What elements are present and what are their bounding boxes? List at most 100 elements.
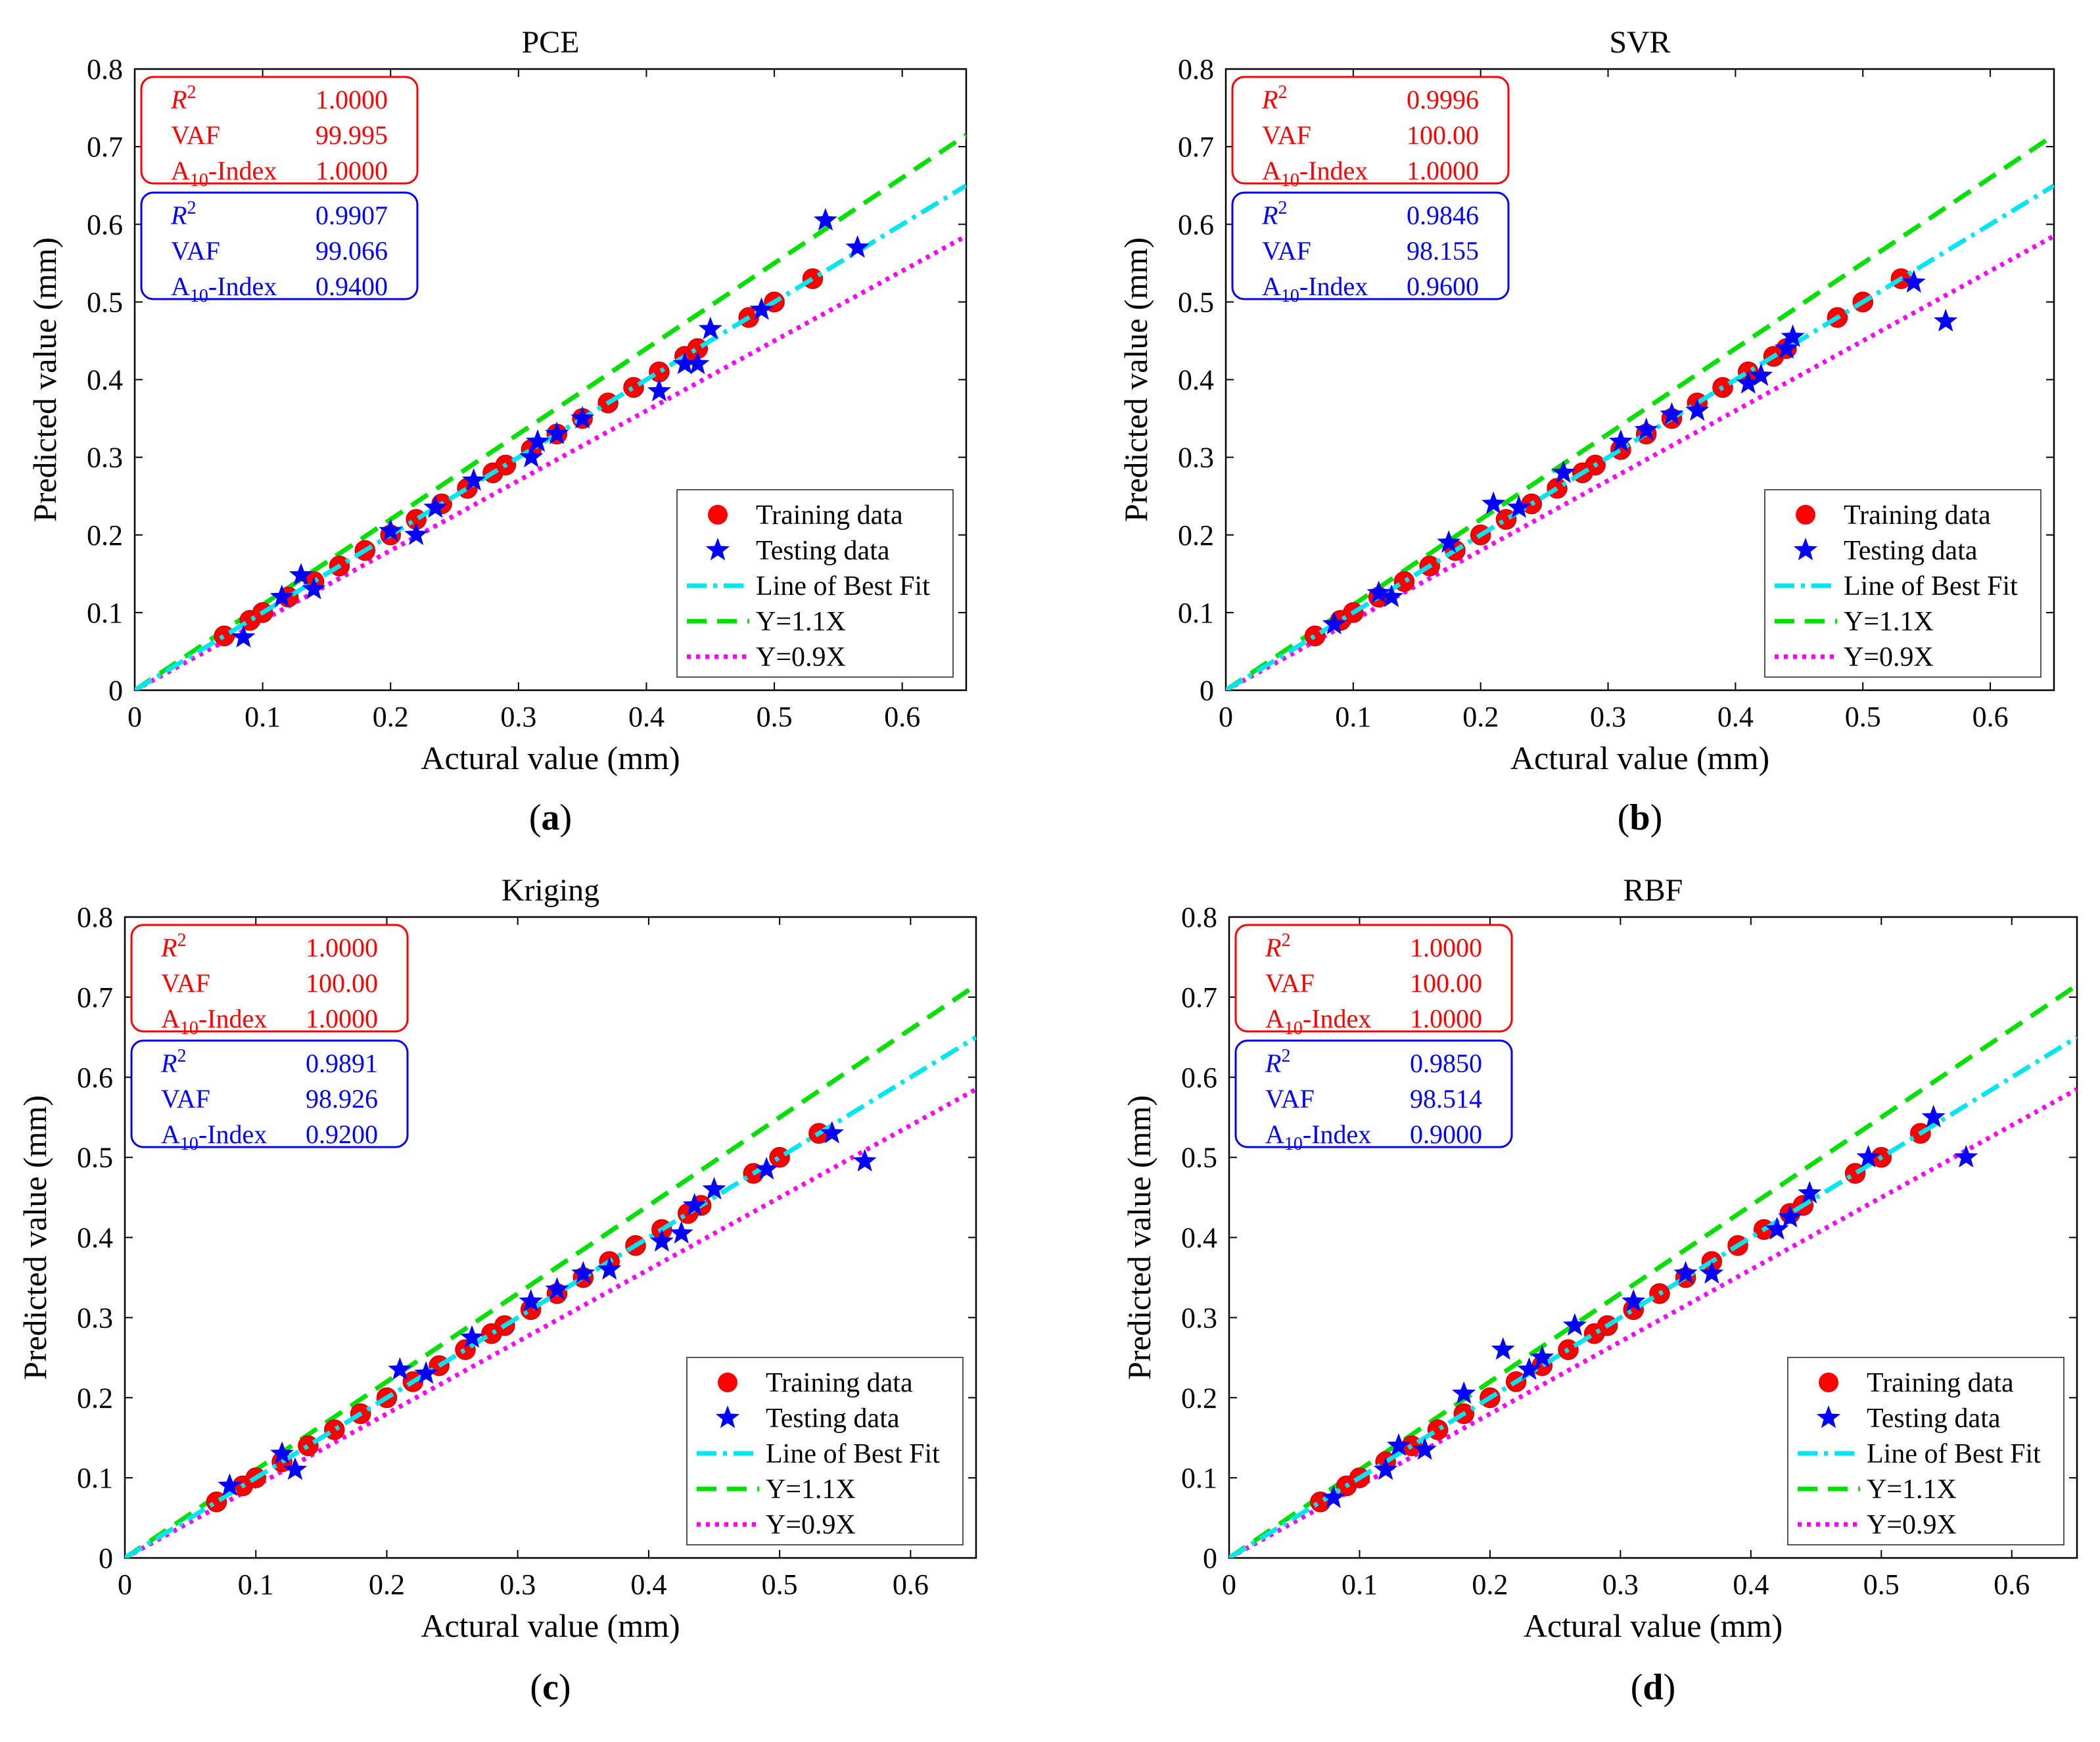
testing-point [813, 208, 837, 231]
stat-a10-label: A10-Index [161, 1004, 267, 1039]
x-tick-label: 0.4 [630, 1568, 666, 1601]
stat-a10-value: 1.0000 [1410, 1004, 1482, 1033]
testing-point [1517, 1357, 1541, 1380]
stat-vaf-value: 98.926 [306, 1084, 378, 1114]
a10-subscript: 10 [190, 286, 208, 306]
testing-point [519, 444, 544, 467]
stat-vaf-value: 100.00 [306, 968, 378, 998]
line-y-1.1x [1226, 133, 2054, 690]
testing-point [682, 1192, 707, 1216]
stat-r2-label: R2 [1265, 930, 1290, 962]
y-tick-label: 0.2 [1181, 1382, 1217, 1414]
x-tick-label: 0.6 [884, 701, 920, 733]
panel-d: RBF 0 0.1 0.2 0.3 0.4 0.5 0.6 0 0.1 0.2 0.3 0.4 0.5 0.… [1121, 873, 2078, 1708]
testing-point [231, 624, 256, 647]
stats-box-test: R2 0.9907 VAF 99.066 A10-Index 0.9400 [140, 191, 419, 306]
legend-testing-marker [1793, 538, 1818, 561]
x-tick-label: 0.5 [1863, 1568, 1900, 1601]
testing-point [749, 297, 774, 320]
y-tick-label: 0.2 [77, 1382, 113, 1414]
stat-vaf-value: 100.00 [1407, 120, 1479, 150]
legend-testing-marker [705, 538, 730, 561]
y-tick-label: 0.3 [1178, 442, 1214, 474]
stat-r2-value: 0.9846 [1407, 200, 1479, 230]
stat-vaf-value: 100.00 [1410, 968, 1482, 998]
testing-point [519, 1289, 543, 1312]
legend-lower-label: Y=0.9X [766, 1510, 856, 1540]
stat-vaf-value: 99.995 [315, 120, 388, 150]
stats-box-frame [1234, 1039, 1513, 1148]
y-tick-label: 0.2 [1178, 519, 1214, 552]
testing-point [270, 1441, 294, 1464]
a10-suffix: -Index [1303, 1004, 1371, 1033]
y-tick-label: 0.4 [1181, 1222, 1217, 1254]
r2-superscript: 2 [1278, 198, 1287, 218]
x-axis-label: Actural value (mm) [1524, 1607, 1783, 1644]
testing-point [289, 563, 314, 586]
testing-point [1379, 584, 1404, 607]
y-tick-label: 0.3 [77, 1302, 113, 1334]
x-tick-label: 0.4 [1733, 1568, 1769, 1601]
testing-point [1934, 308, 1958, 332]
x-tick-label: 0.2 [373, 701, 409, 733]
testing-point [649, 1229, 674, 1252]
chart-title: PCE [521, 25, 579, 60]
y-tick-label: 0.6 [1178, 208, 1214, 241]
stats-box-frame [140, 76, 419, 185]
a10-suffix: -Index [1303, 1119, 1371, 1149]
testing-points [1321, 1104, 1978, 1508]
y-tick-label: 0.8 [1181, 901, 1217, 933]
a10-letter: A [171, 156, 190, 185]
testing-point [545, 421, 569, 444]
testing-point [669, 1221, 693, 1244]
testing-point [423, 495, 448, 518]
a10-letter: A [1262, 156, 1281, 185]
stat-a10-value: 0.9400 [315, 271, 388, 301]
legend-training-label: Training data [756, 500, 903, 530]
a10-letter: A [161, 1119, 180, 1149]
x-tick-label: 0 [118, 1568, 132, 1601]
testing-point [1386, 1433, 1411, 1456]
caption-letter: d [1643, 1667, 1663, 1708]
testing-point [1798, 1181, 1822, 1204]
stat-a10-label: A10-Index [161, 1119, 267, 1154]
stat-vaf-value: 99.066 [315, 236, 388, 266]
stat-r2-value: 0.9891 [306, 1048, 378, 1078]
reference-lines [125, 983, 976, 1558]
line-y-1.1x [135, 133, 966, 690]
x-tick-label: 0.4 [628, 701, 665, 733]
testing-point [1765, 1217, 1789, 1240]
testing-point [1551, 460, 1575, 483]
stat-r2-label: R2 [160, 1046, 186, 1078]
x-axis-label: Actural value (mm) [1510, 740, 1769, 776]
legend-testing-label: Testing data [766, 1403, 900, 1434]
testing-point [388, 1357, 412, 1380]
y-tick-label: 0 [99, 1542, 113, 1574]
legend-lower-label: Y=0.9X [1867, 1510, 1957, 1540]
x-tick-label: 0.5 [757, 701, 793, 733]
y-tick-label: 0.4 [1178, 364, 1214, 396]
x-tick-label: 0.1 [245, 701, 281, 733]
y-tick-label: 0.4 [87, 364, 123, 396]
stat-vaf-label: VAF [161, 968, 210, 998]
y-tick-label: 0.7 [1181, 981, 1217, 1014]
caption-close-paren: ) [1664, 1667, 1676, 1708]
testing-point [1778, 1205, 1802, 1228]
y-axis-label: Predicted value (mm) [1121, 1095, 1157, 1380]
testing-point [647, 379, 671, 402]
x-tick-label: 0.3 [500, 701, 536, 733]
stat-vaf-value: 98.514 [1410, 1084, 1482, 1114]
testing-point [597, 1257, 622, 1280]
y-tick-label: 0.5 [77, 1142, 113, 1174]
y-tick-label: 0.6 [87, 208, 123, 241]
stat-vaf-label: VAF [171, 236, 220, 266]
y-tick-label: 0.8 [87, 53, 123, 85]
y-tick-label: 0 [1200, 674, 1214, 707]
panel-caption: (d) [1631, 1667, 1675, 1708]
panel-caption: (c) [530, 1667, 571, 1708]
r2-symbol: R [170, 200, 187, 230]
caption-close-paren: ) [1650, 797, 1663, 838]
testing-point [1506, 495, 1531, 518]
